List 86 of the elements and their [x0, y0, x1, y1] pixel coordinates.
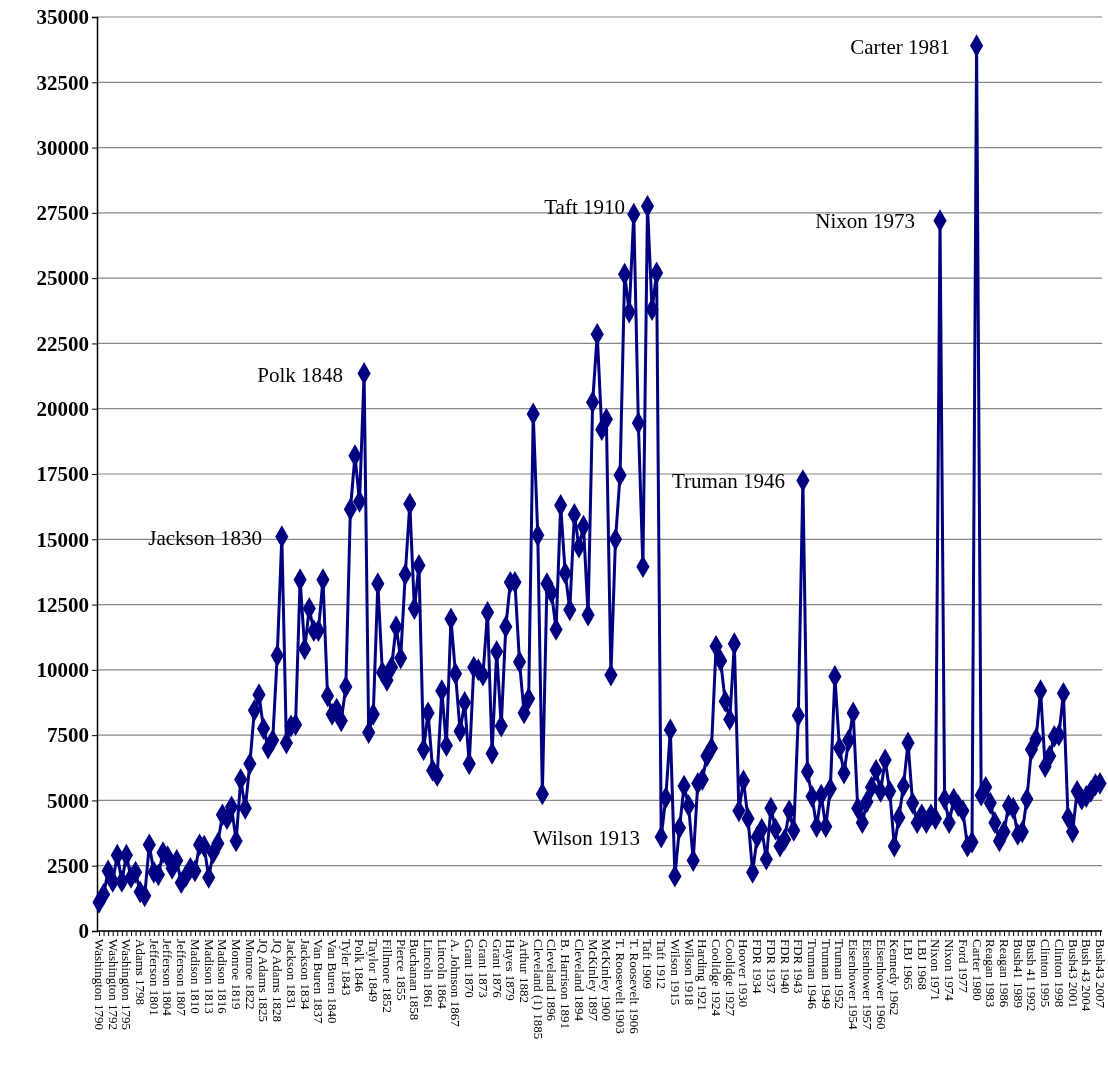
x-tick-label: Nixon 1974 [942, 939, 958, 1002]
x-tick-label: JQ Adams 1828 [270, 939, 286, 1023]
x-tick-label: Madison 1816 [215, 939, 231, 1015]
annotation: Wilson 1913 [532, 826, 640, 851]
x-tick-label: Arthur 1882 [517, 939, 533, 1003]
x-tick-label: Jefferson 1804 [160, 939, 176, 1017]
x-tick-label: Grant 1870 [462, 939, 478, 998]
x-tick-label: Jefferson 1801 [146, 939, 162, 1016]
x-tick-label: Coolidge 1924 [709, 939, 724, 1017]
annotation: Polk 1848 [257, 363, 343, 388]
x-tick-label: Cleveland 1896 [544, 939, 560, 1022]
x-tick-label: B. Harrison 1891 [558, 939, 574, 1029]
x-tick-label: Coolidge 1927 [722, 939, 738, 1017]
x-tick-label: LBJ 1965 [900, 939, 916, 990]
y-tick-label: 2500 [47, 853, 89, 878]
y-tick-label: 25000 [36, 266, 89, 291]
x-tick-label: Grant 1873 [475, 939, 491, 998]
x-tick-label: Nixon 1971 [928, 939, 944, 1001]
x-tick-label: T. Roosevelt 1903 [613, 939, 629, 1034]
x-tick-label: Reagan 1986 [996, 939, 1012, 1008]
y-tick-label: 17500 [36, 462, 89, 487]
y-tick-label: 5000 [47, 788, 89, 813]
x-tick-label: T. Roosevelt 1906 [626, 939, 642, 1035]
x-tick-label: LBJ 1968 [914, 939, 930, 990]
x-tick-label: McKinley 1900 [599, 939, 615, 1021]
y-tick-label: 30000 [36, 135, 89, 160]
x-tick-label: Madison 1813 [201, 939, 217, 1014]
x-tick-label: Pierce 1855 [393, 939, 409, 1001]
x-tick-label: Buchanan 1858 [407, 939, 423, 1021]
x-tick-label: Cleveland (1) 1885 [530, 939, 546, 1040]
x-tick-label: FDR 1943 [791, 939, 807, 994]
x-tick-label: Hayes 1879 [503, 939, 519, 1001]
y-tick-label: 20000 [36, 396, 89, 421]
x-tick-label: Madison 1810 [187, 939, 203, 1014]
x-tick-label: Washington 1795 [119, 939, 135, 1031]
y-tick-label: 12500 [36, 592, 89, 617]
annotation: Carter 1981 [850, 35, 950, 60]
x-tick-label: Van Buren 1837 [311, 939, 327, 1024]
x-tick-label: Wilson 1915 [667, 939, 683, 1006]
x-tick-label: Jackson 1834 [297, 939, 313, 1010]
x-tick-label: Jackson 1831 [283, 939, 299, 1010]
x-tick-label: Eisenhower 1954 [846, 939, 862, 1031]
x-tick-label: Taft 1912 [654, 939, 670, 989]
y-tick-label: 35000 [36, 5, 89, 30]
x-tick-label: Lincoln 1861 [421, 939, 437, 1009]
x-tick-label: Adams 1798 [133, 939, 149, 1006]
y-tick-label: 0 [78, 919, 89, 944]
annotation: Taft 1910 [544, 195, 625, 220]
x-tick-label: Lincoln 1864 [434, 939, 450, 1010]
x-tick-label: Monroe 1822 [242, 939, 258, 1010]
y-tick-label: 32500 [36, 70, 89, 95]
x-tick-label: Monroe 1819 [229, 939, 245, 1010]
y-tick-label: 27500 [36, 201, 89, 226]
x-tick-label: Clinton 1995 [1038, 939, 1054, 1008]
x-tick-label: Clinton 1998 [1051, 939, 1067, 1008]
annotation: Jackson 1830 [148, 526, 262, 551]
x-tick-label: Kennedy 1962 [887, 939, 903, 1016]
x-tick-label: Jefferson 1807 [174, 939, 190, 1017]
x-tick-label: FDR 1937 [763, 939, 779, 995]
x-tick-label: Cleveland 1894 [571, 939, 587, 1022]
x-tick-label: Fillmore 1852 [379, 939, 395, 1014]
x-tick-label: Eisenhower 1957 [859, 939, 875, 1031]
x-tick-label: Bush41 1989 [1010, 939, 1026, 1008]
x-tick-label: Bush43 2007 [1092, 939, 1108, 1009]
x-tick-label: Bush43 2001 [1065, 939, 1081, 1008]
x-tick-label: Washington 1790 [91, 939, 107, 1031]
y-tick-label: 7500 [47, 723, 89, 748]
x-tick-label: Taylor 1849 [366, 939, 382, 1002]
x-tick-label: Taft 1909 [640, 939, 656, 989]
x-tick-label: Tyler 1843 [338, 939, 354, 996]
x-tick-label: Truman 1949 [818, 939, 834, 1009]
x-tick-label: Hoover 1930 [736, 939, 752, 1008]
x-tick-label: Ford 1977 [955, 939, 971, 994]
y-tick-label: 15000 [36, 527, 89, 552]
x-tick-label: Bush 41 1992 [1024, 939, 1040, 1012]
y-tick-label: 10000 [36, 658, 89, 683]
y-tick-label: 22500 [36, 331, 89, 356]
annotation: Nixon 1973 [815, 209, 915, 234]
x-tick-label: Truman 1952 [832, 939, 848, 1009]
x-tick-label: A. Johnson 1867 [448, 939, 464, 1028]
x-tick-label: FDR 1940 [777, 939, 793, 994]
x-tick-label: Truman 1946 [804, 939, 820, 1010]
x-tick-label: JQ Adams 1825 [256, 939, 272, 1023]
annotation: Truman 1946 [672, 469, 785, 494]
x-tick-label: FDR 1934 [750, 939, 766, 995]
x-tick-label: Bush 43 2004 [1079, 939, 1095, 1012]
